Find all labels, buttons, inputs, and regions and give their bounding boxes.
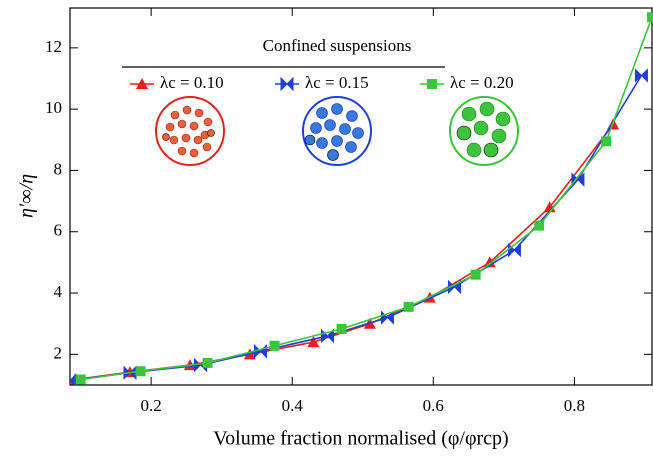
legend-label: λc = 0.10 (160, 73, 224, 92)
marker (601, 136, 612, 147)
marker (320, 328, 334, 344)
icon-red (155, 96, 225, 166)
marker (136, 78, 148, 89)
y-tick-label: 12 (45, 37, 62, 56)
marker (75, 374, 86, 385)
marker (202, 357, 213, 368)
x-axis-label: Volume fraction normalised (φ/φrcp) (213, 428, 508, 450)
marker (307, 336, 320, 348)
y-tick-label: 6 (54, 221, 63, 240)
legend-label: λc = 0.20 (450, 73, 514, 92)
x-tick-label: 0.8 (564, 396, 585, 415)
y-tick-label: 10 (45, 98, 62, 117)
marker (135, 366, 146, 377)
legend-label: λc = 0.15 (305, 73, 369, 92)
marker (427, 79, 437, 89)
marker (253, 344, 267, 359)
icon-blue (302, 96, 372, 166)
y-tick-label: 2 (54, 343, 63, 362)
icon-green (449, 96, 519, 166)
y-tick-label: 4 (54, 282, 63, 301)
marker (70, 373, 77, 385)
marker (647, 12, 653, 23)
plot-frame (69, 7, 653, 386)
marker (483, 256, 496, 268)
y-tick-label: 8 (54, 159, 63, 178)
marker (280, 76, 294, 92)
y-axis-label: η′∞/η (16, 174, 38, 218)
marker (507, 242, 521, 258)
marker (571, 172, 585, 187)
marker (470, 269, 481, 280)
marker (534, 220, 545, 231)
marker (403, 301, 414, 312)
x-tick-label: 0.4 (282, 396, 304, 415)
legend-title: Confined suspensions (263, 36, 412, 55)
marker (634, 68, 648, 83)
plot-area (70, 12, 653, 385)
marker (336, 323, 347, 334)
series-line (80, 16, 653, 381)
x-tick-label: 0.2 (141, 396, 162, 415)
marker (269, 340, 280, 351)
x-tick-label: 0.6 (423, 396, 444, 415)
